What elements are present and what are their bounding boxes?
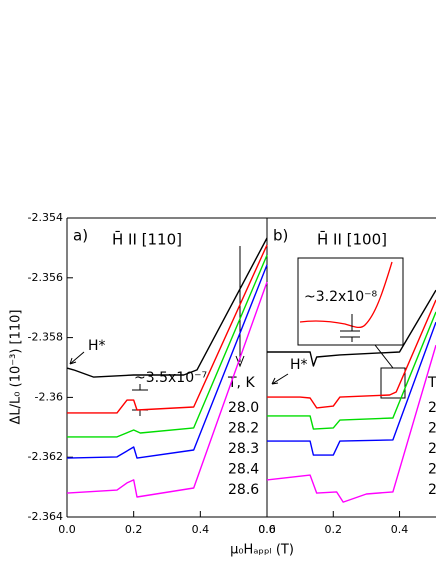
data-line	[66, 264, 268, 459]
legend-entry: 2	[428, 482, 436, 498]
annotation: H*	[290, 357, 308, 373]
data-line	[267, 311, 436, 430]
panel-label: b)	[273, 227, 288, 245]
legend-entry: 2	[428, 462, 436, 478]
annotation: ~3.5x10⁻⁷	[134, 370, 207, 386]
inset-curve	[299, 261, 393, 329]
x-tick-label: 0.0	[258, 523, 276, 536]
legend-entry: 28.4	[228, 462, 259, 478]
legend-entry: 2	[428, 441, 436, 457]
data-line	[67, 244, 268, 414]
y-tick-label: -2.356	[28, 271, 63, 284]
y-tick-label: -2.362	[28, 450, 63, 463]
panel-title: H̄ II [110]	[112, 230, 182, 249]
legend-entry: 2	[428, 421, 436, 437]
y-tick-label: -2.358	[28, 331, 63, 344]
x-tick-label: 0.6	[258, 523, 276, 536]
arrow-head	[235, 355, 245, 368]
legend-entry: 28.6	[228, 482, 259, 498]
legend-entry: 28.0	[228, 400, 259, 416]
legend-title: T, K	[227, 375, 255, 391]
data-line	[267, 289, 436, 367]
step-marker	[340, 314, 360, 342]
y-axis-label: ΔL/L₀ (10⁻³) [110]	[9, 310, 24, 425]
arrow	[271, 373, 289, 385]
data-line	[66, 237, 268, 378]
y-tick-label: -2.364	[28, 510, 63, 523]
data-line	[266, 344, 436, 503]
legend-title: T	[427, 375, 436, 391]
legend-entry: 28.3	[228, 441, 259, 457]
panel-title: H̄ II [100]	[317, 230, 387, 249]
x-tick-label: 0.4	[391, 523, 409, 536]
annotation: H*	[88, 338, 106, 354]
x-axis-label: μ₀Hₐₚₚₗ (T)	[230, 543, 294, 558]
zoom-link	[374, 344, 394, 369]
annotation: ~3.2x10⁻⁸	[304, 289, 377, 305]
data-line	[267, 299, 436, 409]
x-tick-label: 0.2	[125, 523, 143, 536]
legend-entry: 2	[428, 400, 436, 416]
arrow	[69, 351, 85, 365]
x-tick-label: 0.2	[325, 523, 343, 536]
y-tick-label: -2.36	[35, 390, 63, 403]
data-line	[67, 254, 268, 438]
x-tick-label: 0.4	[192, 523, 210, 536]
data-line	[66, 281, 268, 498]
panel-label: a)	[73, 227, 88, 245]
data-line	[267, 321, 436, 456]
x-tick-label: 0.0	[58, 523, 76, 536]
y-tick-label: -2.354	[28, 211, 63, 224]
legend-entry: 28.2	[228, 421, 259, 437]
